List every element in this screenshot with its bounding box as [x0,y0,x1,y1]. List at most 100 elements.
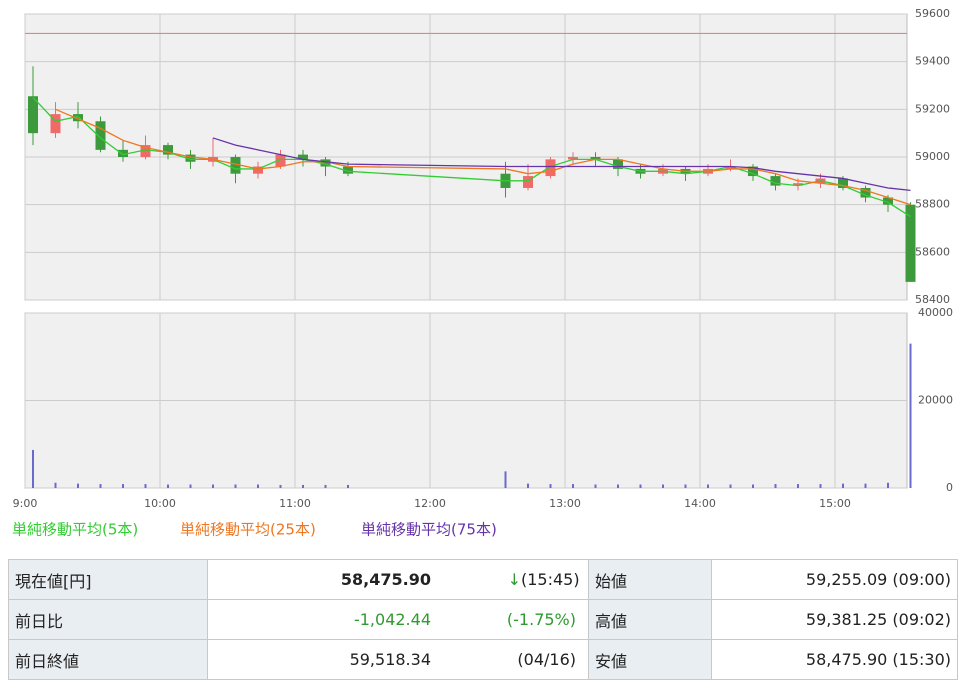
value-cell: -1,042.44 (-1.75%) [207,599,589,640]
volume-bar [549,484,552,488]
volume-bar [279,484,282,488]
y-tick-label: 59000 [915,150,950,163]
volume-bar [774,484,777,488]
value-cell: 58,475.90 ↓(15:45) [207,559,589,600]
x-tick-label: 9:00 [13,497,38,510]
legend-entry: 単純移動平均(75本) [361,521,497,539]
y-tick-label: 58400 [915,293,950,306]
candle-body [140,145,151,157]
value: 59,381.25 (09:02) [711,599,958,640]
value-text: 59,381.25 (09:02) [805,610,951,629]
ma-line [212,137,911,192]
volume-bar [797,484,799,488]
volume-bar [32,449,34,488]
volume-bar [144,484,147,488]
label-text: 安値 [595,651,628,671]
y-tick-label: 58800 [915,198,950,211]
label-text: 始値 [595,571,628,591]
ma-line [32,96,911,218]
value: 58,475.90 (15:30) [711,639,958,680]
volume-bar [99,484,102,488]
legend-entry: 単純移動平均(5本) [12,521,138,539]
candle-body [770,176,781,186]
x-tick-label: 14:00 [684,497,716,510]
candle-body [298,154,308,160]
volume-bar [77,483,79,488]
candle-body [343,166,353,174]
label-text: 高値 [595,611,628,631]
y-tick-label: 59200 [915,102,950,115]
volume-bar [54,482,57,488]
x-tick-label: 11:00 [279,497,311,510]
volume-bar [864,483,867,488]
volume-bar [572,484,574,488]
candle-body [838,178,848,188]
x-tick-label: 12:00 [414,497,446,510]
candle-body [860,187,871,198]
y2-tick-label: 40000 [918,306,953,319]
value-text: 59,255.09 (09:00) [805,570,951,589]
candle-body [230,157,241,174]
volume-bar [234,484,237,488]
percent: (-1.75%) [506,610,576,629]
row: 前日終値 59,518.34 (04/16) 安値 58,475.90 (15:3… [8,639,958,680]
grid: 9:00 10:00 11:00 12:00 13:00 14:00 15:00 58400 5… [13,7,953,510]
volume-bar [887,482,889,488]
volume-bar [257,484,259,488]
row: 現在値[円] 58,475.90 ↓(15:45) 始値 59,255.09 (0… [8,559,958,600]
y-tick-label: 59600 [915,7,950,20]
volume-bar [819,484,822,488]
x-tick-label: 10:00 [144,497,176,510]
candle-body [590,157,601,160]
candle-body [50,114,61,134]
label: 安値 [588,639,712,680]
volume-bar [302,484,304,488]
candle-body [883,197,893,205]
value-text: 58,475.90 (15:30) [805,650,951,669]
candle-body [568,157,578,160]
volume-bar [167,484,169,488]
time: (15:45) [521,570,580,589]
candle-body [613,159,623,169]
y-tick-label: 59400 [915,55,950,68]
value-cell: 59,518.34 (04/16) [207,639,589,680]
volume-bar [842,483,844,488]
candle-body [73,114,83,122]
label-text: 現在値[円] [15,571,92,591]
candle-body [905,204,916,282]
y-tick-label: 58600 [915,245,950,258]
volume-bar [212,484,214,488]
label: 始値 [588,559,712,600]
value: 58,475.90 [340,570,431,589]
volume-bar [707,484,709,488]
volume-bar [639,484,642,488]
candle-body [545,159,556,177]
arrow: ↓ [507,570,521,589]
volume-bar [752,484,754,488]
volume-bar [324,484,327,488]
volume-bar [909,343,912,488]
candle-body [523,176,533,188]
chart: 9:00 10:00 11:00 12:00 13:00 14:00 15:00 58400 5… [12,7,953,539]
volume-bar [347,484,349,488]
y2-tick-label: 20000 [918,394,953,407]
label-text: 前日終値 [15,651,80,671]
label: 現在値[円] [8,559,208,600]
row: 前日比 -1,042.44 (-1.75%) 高値 59,381.25 (09:0… [8,599,958,640]
volume-bar [684,484,687,488]
candle-body [163,145,173,155]
ma-line [55,108,911,206]
candle-body [185,154,196,162]
candle-body [275,154,286,167]
y2-tick-label: 0 [946,481,953,494]
candle-body [28,96,38,134]
candle-body [725,166,736,169]
volume-bar [527,483,529,488]
date: (04/16) [517,650,576,669]
marks: 単純移動平均(5本) 単純移動平均(25本) 単純移動平均(75本) [12,32,916,539]
label: 高値 [588,599,712,640]
x-tick-label: 13:00 [549,497,581,510]
value: 59,255.09 (09:00) [711,559,958,600]
quote-table: 現在値[円] 58,475.90 ↓(15:45) 始値 59,255.09 (0… [8,559,958,680]
volume-bar [729,484,732,488]
